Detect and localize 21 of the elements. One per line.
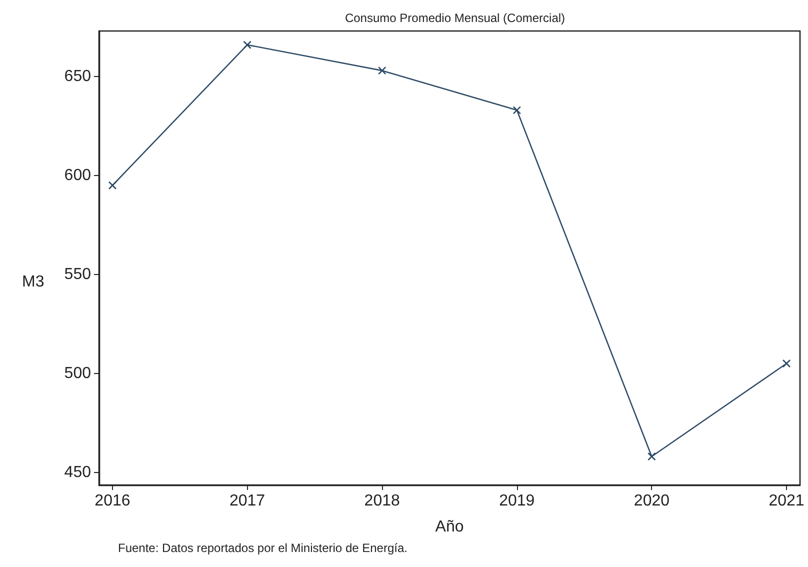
point [512,106,522,114]
y-tick-label: 550 [64,266,92,283]
x-tick-label: 2018 [364,492,400,510]
y-tick-label: 500 [64,364,92,382]
point [243,40,252,50]
y-axis-title: M3 [22,274,44,290]
x-axis-title: Año [435,518,464,536]
x-tick-label: 2021 [768,492,804,510]
x-tick-label: 2017 [229,492,266,510]
chart-title: Consumo Promedio Mensual (Comercial) [344,11,566,25]
x-tick-label: 2016 [94,492,130,510]
point [378,66,386,75]
y-tick-label: 600 [64,166,92,184]
point [108,181,117,190]
source-note: Fuente: Datos reportados por el Ministerio de Energía. [118,541,408,555]
point [648,452,656,461]
point [782,359,791,368]
x-tick-label: 2020 [634,492,670,510]
y-tick-label: 650 [64,68,92,86]
x-tick-label: 2019 [499,492,535,510]
y-tick-label: 450 [64,464,92,481]
